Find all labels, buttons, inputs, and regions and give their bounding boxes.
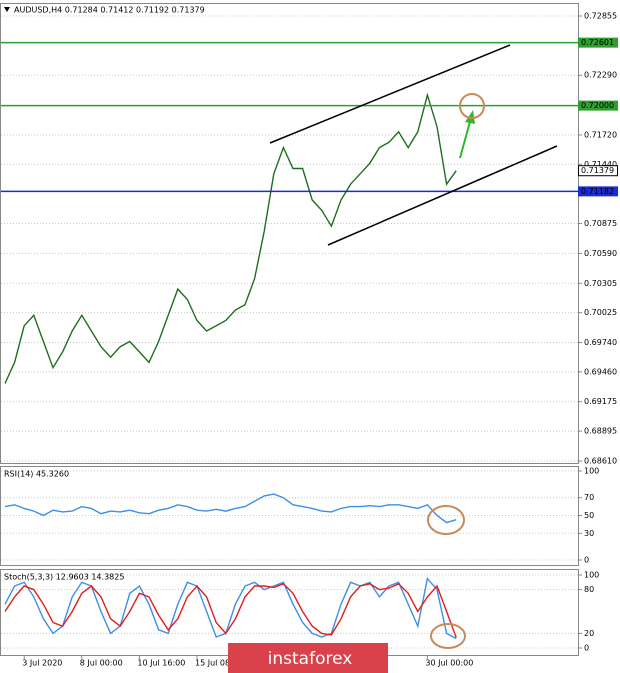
- y-tick-label: 0.70025: [584, 308, 617, 317]
- y-tick-label: 100: [584, 571, 599, 580]
- level-label: 0.72000: [581, 101, 614, 110]
- y-tick-label: 0.71720: [584, 130, 617, 139]
- y-tick-label: 0: [584, 644, 589, 653]
- y-tick-label: 70: [584, 493, 594, 502]
- y-tick-label: 30: [584, 529, 594, 538]
- level-label: 0.71182: [581, 187, 614, 196]
- y-tick-label: 0.72290: [584, 71, 617, 80]
- plot-layer: 0.72855 0.72290 0.71720 0.71440 0.70875 0.705…: [1, 12, 618, 668]
- level-label-box: [578, 37, 618, 48]
- x-tick-label: 15 Jul 08:00: [195, 659, 243, 668]
- y-tick-label: 0.68610: [584, 456, 617, 465]
- level-label-box: [578, 100, 618, 111]
- target-circle: [459, 93, 485, 119]
- x-tick-label: 3 Jul 2020: [22, 659, 62, 668]
- y-tick-label: 0.70875: [584, 219, 617, 228]
- last-price-label: 0.71379: [581, 166, 614, 175]
- y-tick-label: 0.69460: [584, 367, 617, 376]
- x-tick-label: 8 Jul 00:00: [80, 659, 123, 668]
- y-tick-label: 0: [584, 556, 589, 565]
- stoch-title: Stoch(5,3,3) 12.9603 14.3825: [4, 573, 124, 582]
- chart-title: AUDUSD,H4 0.71284 0.71412 0.71192 0.7137…: [14, 6, 205, 15]
- y-tick-label: 0.70590: [584, 249, 617, 258]
- y-tick-label: 0.72855: [584, 12, 617, 21]
- watermark: instaforex: [268, 649, 353, 669]
- y-tick-label: 20: [584, 629, 594, 638]
- title-marker: [4, 7, 10, 12]
- series-line: [4, 582, 457, 638]
- series-line: [4, 493, 457, 524]
- x-tick-label: 30 Jul 00:00: [425, 659, 473, 668]
- channel-lower: [327, 145, 558, 246]
- rsi-circle: [427, 505, 465, 535]
- y-tick-label: 0.68895: [584, 427, 617, 436]
- y-tick-label: 50: [584, 511, 594, 520]
- level-label-box: [578, 186, 618, 197]
- rsi-title: RSI(14) 45.3260: [4, 470, 69, 479]
- y-tick-label: 80: [584, 585, 594, 594]
- x-tick-label: 10 Jul 16:00: [137, 659, 185, 668]
- watermark-box: [228, 643, 388, 673]
- last-price-box: [578, 165, 618, 177]
- y-tick-label: 0.69740: [584, 338, 617, 347]
- y-tick-label: 100: [584, 467, 599, 476]
- arrow-shaft: [459, 117, 472, 159]
- level-label: 0.72601: [581, 38, 614, 47]
- series-line: [4, 92, 457, 384]
- y-tick-label: 0.71440: [584, 160, 617, 169]
- stoch-circle: [430, 623, 466, 649]
- channel-upper: [269, 44, 511, 144]
- y-tick-label: 0.70305: [584, 279, 617, 288]
- series-line: [4, 577, 457, 640]
- main-panel: [0, 3, 579, 464]
- y-tick-label: 0.69175: [584, 397, 617, 406]
